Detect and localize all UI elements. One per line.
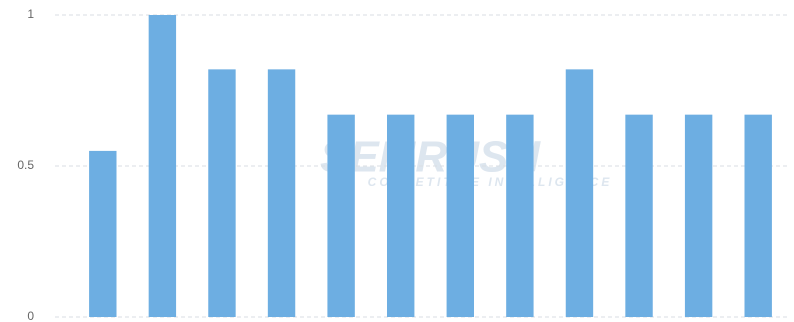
bar xyxy=(267,69,296,317)
bar xyxy=(684,114,713,317)
bar xyxy=(744,114,772,317)
y-tick-label: 0.5 xyxy=(17,158,34,172)
bar xyxy=(89,150,117,317)
bar xyxy=(446,114,474,317)
bar xyxy=(625,114,653,317)
y-tick-label: 1 xyxy=(27,7,34,21)
watermark: SEMRUSH xyxy=(320,133,541,182)
bar xyxy=(565,69,594,317)
bar xyxy=(387,114,415,317)
bar xyxy=(208,69,236,317)
bar xyxy=(506,114,534,317)
y-tick-label: 0 xyxy=(27,309,34,322)
watermark-subtitle: COMPETITIVE INTELLIGENCE xyxy=(368,175,613,189)
bar xyxy=(327,114,355,317)
bar xyxy=(148,15,177,317)
